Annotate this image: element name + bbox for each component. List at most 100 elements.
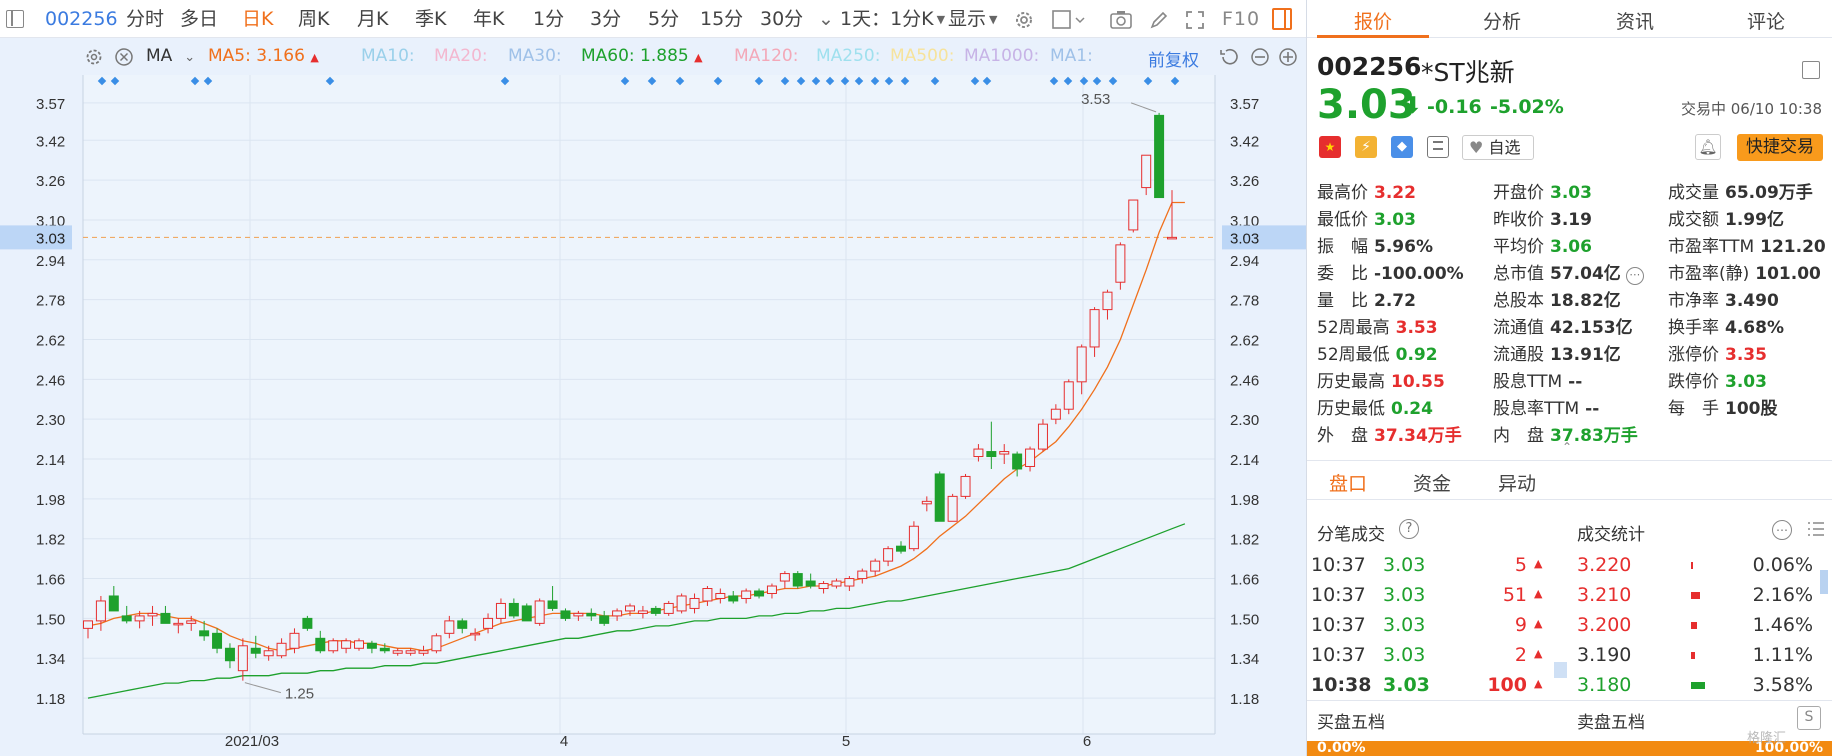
quote-value: 18.82亿 [1550, 291, 1621, 311]
ma60-line [87, 523, 1186, 699]
y-tick-label-left: 2.78 [36, 293, 65, 310]
scroll-marker [1554, 662, 1567, 678]
candle-up [1089, 309, 1100, 348]
alert-bell-icon[interactable]: 🔔︎ [1695, 134, 1721, 160]
quote-label: 振 幅 [1317, 237, 1368, 257]
sub-tabs: 盘口 资金 异动 [1307, 460, 1832, 500]
candle-up [147, 612, 158, 617]
candle-up [263, 650, 274, 657]
candle-up [1063, 381, 1074, 410]
tab-funds[interactable]: 资金 [1413, 473, 1452, 495]
add-watchlist-button[interactable]: ♥ 自选 [1462, 135, 1534, 160]
tab-30min[interactable]: 30分 [760, 8, 804, 30]
quote-field: 总市值 57.04亿 ⋯ [1493, 259, 1644, 285]
note-icon[interactable] [1427, 136, 1449, 158]
sidebar-toggle-icon[interactable] [6, 10, 24, 28]
candle-up [870, 560, 881, 572]
more-periods-dropdown[interactable]: ⌄ [818, 7, 834, 31]
adjust-mode-button[interactable]: 前复权 [1148, 51, 1199, 71]
tab-news[interactable]: 资讯 [1615, 11, 1654, 33]
tick-volume: 51 [1502, 584, 1527, 606]
tab-quarterly-k[interactable]: 季K [415, 8, 447, 30]
ma-selector[interactable]: MA ⌄ [146, 46, 195, 66]
candle-up [276, 642, 287, 657]
tick-price: 3.03 [1383, 584, 1426, 606]
quote-value: 3.19 [1550, 210, 1592, 230]
candle-up [1037, 423, 1048, 450]
x-tick-label: 4 [560, 733, 568, 750]
lightning-icon[interactable]: ⚡ [1355, 136, 1377, 158]
candle-down [224, 647, 235, 662]
stat-bar [1691, 682, 1705, 689]
right-panel: 报价 分析 资讯 评论 002256 *ST兆新 3.03 ⬇ -0.16 -5… [1306, 0, 1832, 756]
low-label: 1.25 [285, 686, 314, 703]
settings-icon[interactable] [1013, 9, 1035, 29]
tag-icon[interactable]: ◆ [1391, 136, 1413, 158]
kline-chart-canvas: 3.57 3.573.42 3.423.26 3.263.10 3.102.94 2.94… [0, 75, 1306, 750]
tick-price: 3.03 [1383, 554, 1426, 576]
f10-button[interactable]: F10 [1222, 8, 1261, 30]
scrollbar-thumb[interactable] [1820, 570, 1828, 594]
candle-up [1115, 244, 1126, 283]
candle-down [986, 451, 997, 458]
tab-daily-k[interactable]: 日K [242, 8, 274, 30]
ma-selector-label: MA [146, 46, 173, 66]
ma120-value: MA120: [734, 46, 799, 66]
candle-up [573, 612, 584, 617]
candle-up [766, 585, 777, 594]
quote-field: 每 手 100股 [1668, 394, 1778, 419]
tab-orderbook[interactable]: 盘口 [1329, 473, 1368, 495]
quote-value: 3.03 [1725, 372, 1767, 392]
period-select[interactable]: 1天：1分K ▼ [840, 7, 945, 31]
list-view-icon[interactable] [1802, 61, 1820, 79]
list-menu-icon[interactable] [1807, 520, 1825, 538]
draw-pen-icon[interactable] [1148, 9, 1170, 29]
quick-trade-button[interactable]: 快捷交易 [1737, 134, 1823, 161]
tab-quote[interactable]: 报价 [1353, 11, 1392, 33]
chart-type-icon[interactable] [1052, 9, 1085, 29]
quote-value: 37.83万手 [1550, 426, 1638, 446]
s-icon[interactable]: S [1797, 706, 1821, 730]
up-arrow-icon: ▲ [1534, 677, 1543, 690]
tab-comments[interactable]: 评论 [1746, 11, 1785, 33]
more-icon[interactable]: ⋯ [1625, 267, 1644, 285]
quote-label: 平均价 [1493, 237, 1544, 257]
tick-time: 10:37 [1311, 614, 1366, 636]
quote-field: 量 比 2.72 [1317, 286, 1416, 311]
ma10-value: MA10: [361, 46, 415, 66]
panel-toggle-icon[interactable] [1272, 8, 1292, 30]
candle-up [857, 570, 868, 580]
tab-15min[interactable]: 15分 [700, 8, 744, 30]
stats-title: 成交统计 [1577, 525, 1645, 545]
tab-multiday[interactable]: 多日 [180, 8, 219, 30]
tab-anomaly[interactable]: 异动 [1498, 473, 1537, 495]
tab-weekly-k[interactable]: 周K [298, 8, 330, 30]
buy5-title: 买盘五档 [1317, 713, 1385, 733]
tab-3min[interactable]: 3分 [590, 8, 622, 30]
quote-label: 52周最高 [1317, 318, 1390, 338]
stock-code: 002256 [1317, 52, 1422, 81]
candle-up [1141, 154, 1152, 189]
tab-1min[interactable]: 1分 [533, 8, 565, 30]
candle-up [908, 525, 919, 550]
chevron-down-icon: ▼ [989, 13, 998, 26]
quote-field: 换手率 4.68% [1668, 313, 1784, 338]
collapse-chevron-icon[interactable]: ⌃ [1562, 440, 1573, 454]
more-icon[interactable]: … [1772, 520, 1792, 540]
tab-intraday[interactable]: 分时 [126, 8, 165, 30]
quote-label: 每 手 [1668, 399, 1719, 419]
tab-5min[interactable]: 5分 [648, 8, 680, 30]
camera-icon[interactable] [1109, 9, 1132, 29]
help-icon[interactable]: ? [1399, 519, 1419, 539]
fullscreen-icon[interactable] [1184, 9, 1206, 29]
y-tick-label-left: 1.34 [36, 651, 65, 668]
candle-up [1050, 408, 1061, 420]
tab-yearly-k[interactable]: 年K [473, 8, 505, 30]
quote-label: 股息TTM [1493, 372, 1563, 392]
display-menu[interactable]: 显示 ▼ [948, 7, 997, 31]
tab-monthly-k[interactable]: 月K [357, 8, 389, 30]
kline-chart[interactable]: 3.57 3.57 3.42 3.42 3.26 3.26 3.10 3.10 2.94 2.94… [0, 38, 1306, 756]
display-menu-label: 显示 [948, 8, 987, 30]
tab-analysis[interactable]: 分析 [1482, 11, 1521, 33]
quote-field: 跌停价 3.03 [1668, 367, 1767, 392]
